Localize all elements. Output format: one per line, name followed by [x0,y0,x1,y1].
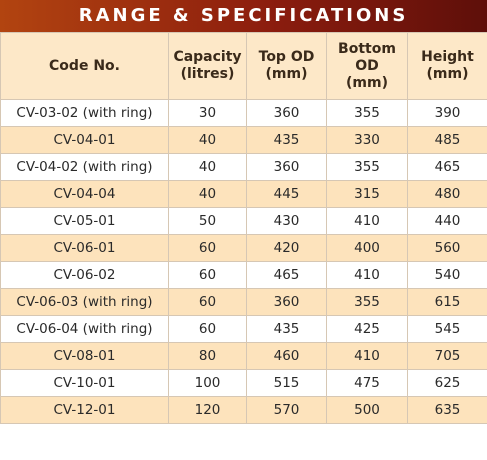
header-top-od: Top OD (mm) [246,32,327,100]
table-row: CV-12-01 120 570 500 635 [0,396,487,424]
height-cell: 465 [407,153,487,181]
table-row: CV-06-01 60 420 400 560 [0,234,487,262]
bottom-od-cell: 355 [326,153,408,181]
height-cell: 485 [407,126,487,154]
capacity-cell: 120 [168,396,247,424]
specs-table: Code No. Capacity (litres) Top OD (mm) B… [0,32,487,424]
height-cell: 560 [407,234,487,262]
bottom-od-cell: 315 [326,180,408,208]
capacity-cell: 40 [168,180,247,208]
height-cell: 625 [407,369,487,397]
height-cell: 615 [407,288,487,316]
top-od-cell: 430 [246,207,327,235]
code-no-cell: CV-06-01 [0,234,169,262]
bottom-od-cell: 500 [326,396,408,424]
table-row: CV-04-02 (with ring) 40 360 355 465 [0,153,487,181]
table-row: CV-06-03 (with ring) 60 360 355 615 [0,288,487,316]
top-od-cell: 515 [246,369,327,397]
top-od-cell: 465 [246,261,327,289]
table-row: CV-06-04 (with ring) 60 435 425 545 [0,315,487,343]
height-cell: 540 [407,261,487,289]
top-od-cell: 435 [246,315,327,343]
height-cell: 705 [407,342,487,370]
bottom-od-cell: 400 [326,234,408,262]
height-cell: 480 [407,180,487,208]
table-row: CV-04-04 40 445 315 480 [0,180,487,208]
code-no-cell: CV-12-01 [0,396,169,424]
table-row: CV-03-02 (with ring) 30 360 355 390 [0,99,487,127]
header-bottom-od: Bottom OD (mm) [326,32,408,100]
code-no-cell: CV-05-01 [0,207,169,235]
table-body: CV-03-02 (with ring) 30 360 355 390 CV-04-01 4… [0,99,487,424]
code-no-cell: CV-04-04 [0,180,169,208]
code-no-cell: CV-03-02 (with ring) [0,99,169,127]
code-no-cell: CV-04-02 (with ring) [0,153,169,181]
table-row: CV-06-02 60 465 410 540 [0,261,487,289]
bottom-od-cell: 330 [326,126,408,154]
capacity-cell: 60 [168,234,247,262]
top-od-cell: 360 [246,288,327,316]
top-od-cell: 360 [246,153,327,181]
top-od-cell: 360 [246,99,327,127]
code-no-cell: CV-08-01 [0,342,169,370]
capacity-cell: 100 [168,369,247,397]
code-no-cell: CV-06-02 [0,261,169,289]
code-no-cell: CV-06-03 (with ring) [0,288,169,316]
table-row: CV-08-01 80 460 410 705 [0,342,487,370]
code-no-cell: CV-04-01 [0,126,169,154]
top-od-cell: 445 [246,180,327,208]
top-od-cell: 435 [246,126,327,154]
height-cell: 635 [407,396,487,424]
capacity-cell: 30 [168,99,247,127]
height-cell: 545 [407,315,487,343]
title-banner: RANGE & SPECIFICATIONS [0,0,487,32]
capacity-cell: 50 [168,207,247,235]
bottom-od-cell: 355 [326,99,408,127]
height-cell: 390 [407,99,487,127]
header-row: Code No. Capacity (litres) Top OD (mm) B… [0,32,487,100]
capacity-cell: 60 [168,261,247,289]
top-od-cell: 460 [246,342,327,370]
height-cell: 440 [407,207,487,235]
code-no-cell: CV-10-01 [0,369,169,397]
header-code-no: Code No. [0,32,169,100]
table-row: CV-05-01 50 430 410 440 [0,207,487,235]
code-no-cell: CV-06-04 (with ring) [0,315,169,343]
capacity-cell: 60 [168,288,247,316]
bottom-od-cell: 355 [326,288,408,316]
bottom-od-cell: 410 [326,207,408,235]
header-capacity: Capacity (litres) [168,32,247,100]
table-row: CV-04-01 40 435 330 485 [0,126,487,154]
top-od-cell: 570 [246,396,327,424]
table-row: CV-10-01 100 515 475 625 [0,369,487,397]
capacity-cell: 60 [168,315,247,343]
top-od-cell: 420 [246,234,327,262]
capacity-cell: 40 [168,153,247,181]
bottom-od-cell: 410 [326,261,408,289]
header-height: Height (mm) [407,32,487,100]
bottom-od-cell: 410 [326,342,408,370]
bottom-od-cell: 475 [326,369,408,397]
capacity-cell: 40 [168,126,247,154]
capacity-cell: 80 [168,342,247,370]
bottom-od-cell: 425 [326,315,408,343]
